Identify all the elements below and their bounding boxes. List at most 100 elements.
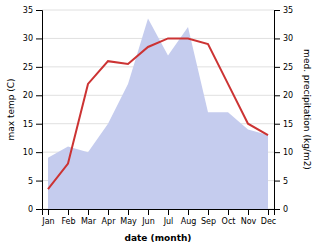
- tick: 25: [23, 63, 42, 72]
- tick-label: 5: [283, 177, 288, 186]
- tick: 5: [28, 177, 42, 186]
- tick-mark: [248, 209, 249, 215]
- tick-mark: [274, 95, 280, 96]
- tick-mark: [274, 67, 280, 68]
- tick: Dec: [261, 209, 276, 226]
- tick: 30: [274, 34, 293, 43]
- tick-label: 35: [283, 6, 293, 15]
- tick: 15: [274, 120, 293, 129]
- axis-line: [43, 210, 275, 216]
- tick-mark: [228, 209, 229, 215]
- tick: Oct: [222, 209, 236, 226]
- area: [48, 19, 268, 209]
- tick-mark: [274, 152, 280, 153]
- tick-mark: [108, 209, 109, 215]
- marks: [48, 19, 268, 209]
- tick: 35: [23, 6, 42, 15]
- tick-mark: [274, 181, 280, 182]
- tick-mark: [36, 10, 42, 11]
- tick-mark: [128, 209, 129, 215]
- tick-label: 35: [23, 6, 33, 15]
- y2-axis-title: med. precipitation (kg/m2): [302, 49, 312, 170]
- tick: 25: [274, 63, 293, 72]
- tick-label: Dec: [261, 217, 276, 226]
- tick-mark: [88, 209, 89, 215]
- tick-label: 0: [283, 205, 288, 214]
- tick-mark: [274, 209, 280, 210]
- tick-label: 10: [23, 148, 33, 157]
- tick: Jul: [163, 209, 174, 226]
- tick-label: 30: [283, 34, 293, 43]
- line: [48, 38, 268, 189]
- tick-label: Jun: [141, 217, 155, 226]
- tick-mark: [268, 209, 269, 215]
- tick-mark: [168, 209, 169, 215]
- tick: Feb: [61, 209, 75, 226]
- tick-label: May: [120, 217, 137, 226]
- grid-line: [42, 10, 274, 11]
- tick-label: Apr: [102, 217, 117, 226]
- tick-mark: [36, 181, 42, 182]
- tick-label: Oct: [222, 217, 236, 226]
- tick: 15: [23, 120, 42, 129]
- tick-label: Mar: [81, 217, 97, 226]
- tick: Apr: [102, 209, 117, 226]
- tick-label: 15: [23, 120, 33, 129]
- tick-mark: [274, 38, 280, 39]
- tick-label: Sep: [201, 217, 216, 226]
- tick-label: 20: [23, 91, 33, 100]
- tick: May: [120, 209, 137, 226]
- tick-mark: [68, 209, 69, 215]
- tick-mark: [148, 209, 149, 215]
- tick: Sep: [201, 209, 216, 226]
- tick-label: 20: [283, 91, 293, 100]
- tick-label: 30: [23, 34, 33, 43]
- y-axis-title: max temp (C): [6, 78, 16, 140]
- tick-mark: [36, 38, 42, 39]
- tick: Aug: [181, 209, 197, 226]
- tick-label: 0: [28, 205, 33, 214]
- tick: Nov: [241, 209, 257, 226]
- tick-mark: [36, 152, 42, 153]
- tick: 5: [274, 177, 288, 186]
- tick-label: 25: [23, 63, 33, 72]
- tick-label: 5: [28, 177, 33, 186]
- tick: 10: [274, 148, 293, 157]
- axis-line: [36, 11, 43, 210]
- tick-label: Feb: [61, 217, 75, 226]
- tick: Jan: [41, 209, 54, 226]
- x-axis-title: date (month): [125, 233, 192, 243]
- plot: Jan Feb Mar AprMay Jun Jul Aug Sep Oct Nov Dec 0 5 10…: [6, 6, 312, 243]
- tick: 0: [274, 205, 288, 214]
- tick: 10: [23, 148, 42, 157]
- tick-mark: [188, 209, 189, 215]
- tick: Jun: [141, 209, 155, 226]
- tick: 30: [23, 34, 42, 43]
- x-axis: Jan Feb Mar AprMay Jun Jul Aug Sep Oct Nov Dec: [41, 209, 276, 226]
- tick: 20: [274, 91, 293, 100]
- tick-mark: [274, 10, 280, 11]
- tick-mark: [36, 209, 42, 210]
- grid: [42, 10, 274, 209]
- tick-mark: [36, 67, 42, 68]
- tick-mark: [274, 124, 280, 125]
- tick-mark: [48, 209, 49, 215]
- tick: 35: [274, 6, 293, 15]
- tick-label: Aug: [181, 217, 197, 226]
- tick-mark: [36, 95, 42, 96]
- tick-mark: [36, 124, 42, 125]
- tick-label: Jan: [41, 217, 54, 226]
- tick: Mar: [81, 209, 97, 226]
- tick-label: 15: [283, 120, 293, 129]
- tick-mark: [208, 209, 209, 215]
- tick-label: 25: [283, 63, 293, 72]
- tick: 0: [28, 205, 42, 214]
- y-axis: 0 5 10 15 20 25 30 35: [23, 6, 43, 214]
- axis-line: [275, 11, 281, 210]
- tick-label: Jul: [163, 217, 174, 226]
- y2-axis: 0 5 10 15 20 25 30 35: [274, 6, 293, 214]
- tick: 20: [23, 91, 42, 100]
- tick-label: Nov: [241, 217, 257, 226]
- tick-label: 10: [283, 148, 293, 157]
- chart: Jan Feb Mar AprMay Jun Jul Aug Sep Oct Nov Dec 0 5 10…: [0, 0, 318, 247]
